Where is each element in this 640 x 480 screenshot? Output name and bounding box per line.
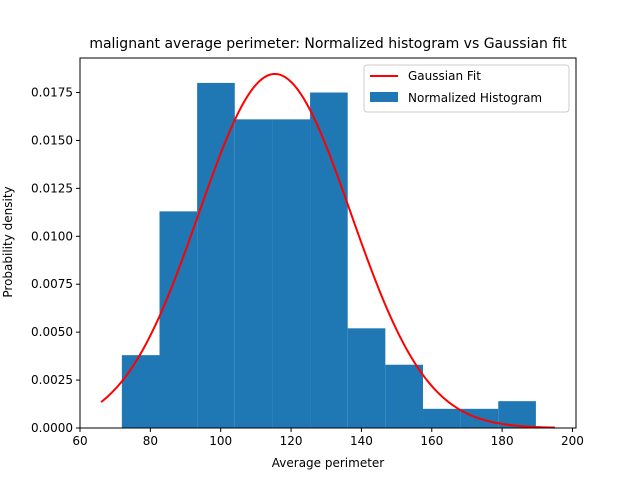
y-tick-label: 0.0125 [31, 181, 73, 195]
legend-box [363, 64, 570, 113]
histogram-bar [234, 119, 273, 428]
y-axis-label: Probability density [1, 186, 15, 297]
x-tick-label: 60 [72, 434, 87, 448]
histogram-bar [347, 328, 386, 428]
x-tick-label: 120 [280, 434, 303, 448]
histogram-bar [385, 364, 423, 428]
chart-title: malignant average perimeter: Normalized … [89, 36, 567, 52]
x-tick-label: 200 [561, 434, 584, 448]
y-tick-label: 0.0050 [31, 325, 73, 339]
y-tick-label: 0.0175 [31, 86, 73, 100]
gaussian-fit-line [100, 72, 555, 429]
x-tick-label: 140 [350, 434, 373, 448]
x-tick-label: 100 [209, 434, 232, 448]
x-axis-label: Average perimeter [272, 456, 385, 470]
histogram-bar [159, 211, 198, 428]
legend-swatch-histogram [370, 92, 398, 102]
plot-area: 60 80 100 120 140 160 180 200 0.0000 0.0025 0.0050… [31, 57, 584, 448]
y-tick-label: 0.0075 [31, 277, 73, 291]
y-tick-label: 0.0025 [31, 373, 73, 387]
plot-frame [79, 57, 577, 429]
x-tick-label: 80 [143, 434, 158, 448]
x-tick-label: 180 [491, 434, 514, 448]
y-tick-label: 0.0000 [31, 421, 73, 435]
legend-label-gaussian-fit: Gaussian Fit [408, 69, 481, 83]
histogram-bar [422, 408, 461, 428]
histogram-bar [310, 92, 348, 428]
histogram-bar [121, 355, 160, 428]
histogram-bar [197, 82, 235, 429]
y-tick-label: 0.0150 [31, 133, 73, 147]
x-tick-label: 160 [420, 434, 443, 448]
histogram-bar [272, 119, 311, 428]
legend-label-histogram: Normalized Histogram [408, 91, 542, 105]
y-tick-label: 0.0100 [31, 229, 73, 243]
